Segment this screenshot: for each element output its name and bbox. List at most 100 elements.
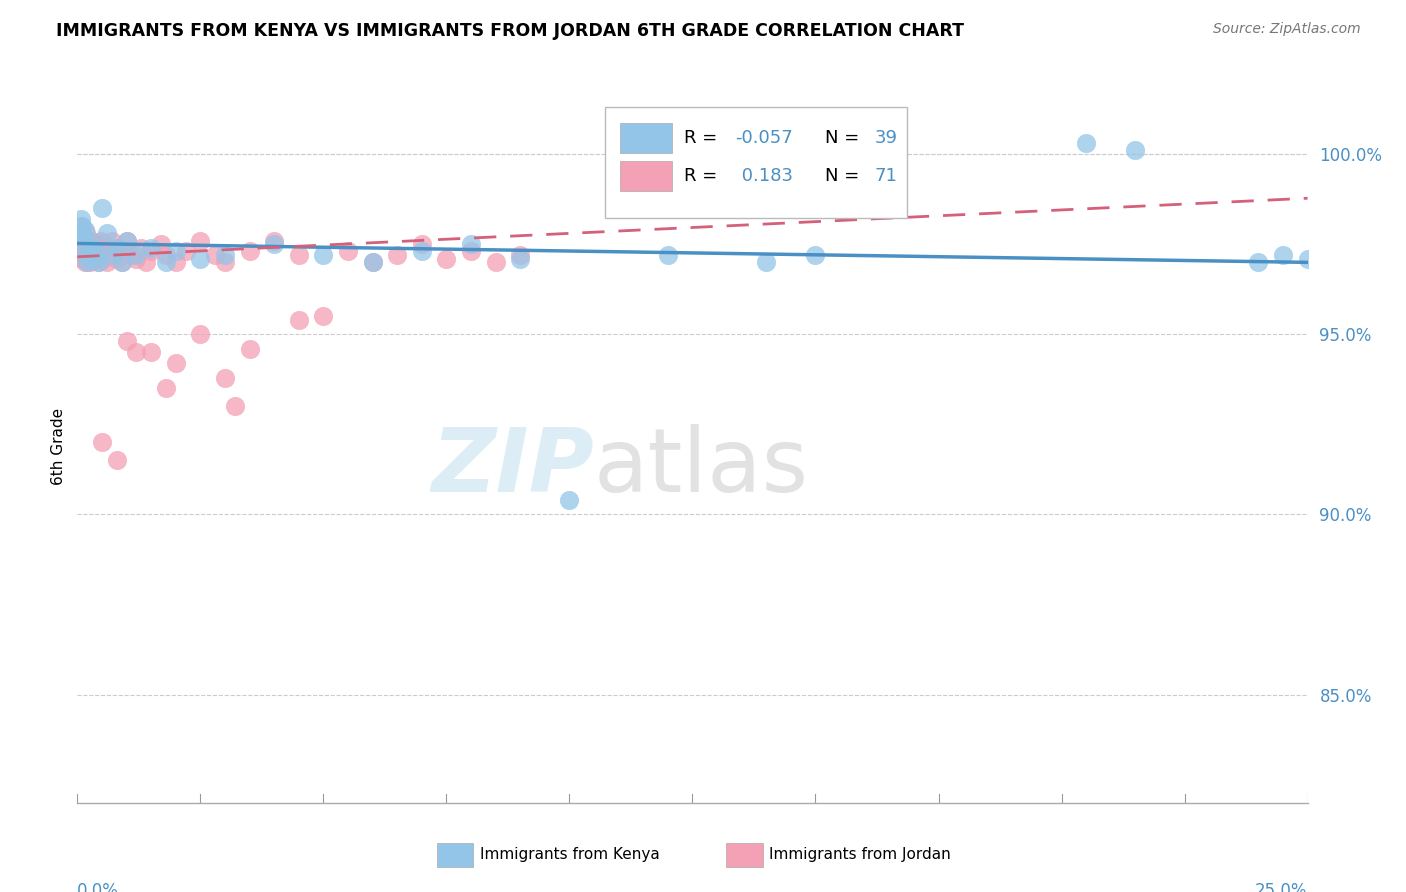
Point	[91, 252, 114, 266]
Point	[115, 234, 138, 248]
Y-axis label: 6th Grade: 6th Grade	[51, 408, 66, 484]
Point	[460, 237, 482, 252]
Point	[509, 248, 531, 262]
Point	[411, 244, 433, 259]
Point	[105, 252, 128, 266]
Text: IMMIGRANTS FROM KENYA VS IMMIGRANTS FROM JORDAN 6TH GRADE CORRELATION CHART: IMMIGRANTS FROM KENYA VS IMMIGRANTS FROM…	[56, 22, 965, 40]
Point	[103, 248, 125, 262]
Point	[72, 252, 94, 266]
Point	[214, 370, 236, 384]
Point	[385, 248, 409, 262]
Point	[657, 248, 679, 262]
Point	[73, 255, 96, 269]
Point	[288, 248, 311, 262]
Point	[79, 255, 101, 269]
Point	[79, 234, 101, 248]
Point	[79, 241, 101, 255]
Point	[87, 255, 110, 269]
Point	[115, 234, 138, 248]
Point	[125, 345, 148, 359]
Text: N =: N =	[825, 168, 859, 186]
Point	[509, 252, 531, 266]
FancyBboxPatch shape	[620, 161, 672, 191]
Point	[70, 234, 93, 248]
Point	[155, 248, 177, 262]
FancyBboxPatch shape	[725, 843, 762, 867]
Point	[111, 255, 132, 269]
Point	[93, 237, 115, 252]
Point	[67, 237, 90, 252]
Point	[141, 241, 163, 255]
Point	[77, 248, 100, 262]
Point	[224, 400, 246, 414]
Point	[96, 255, 118, 269]
Point	[188, 252, 212, 266]
FancyBboxPatch shape	[620, 123, 672, 153]
Point	[188, 234, 212, 248]
Point	[90, 201, 114, 215]
FancyBboxPatch shape	[437, 843, 474, 867]
Point	[129, 241, 153, 255]
Point	[312, 248, 335, 262]
Point	[90, 234, 112, 248]
Point	[105, 241, 128, 255]
Point	[1125, 144, 1147, 158]
Point	[125, 252, 148, 266]
Point	[174, 244, 197, 259]
Text: 39: 39	[875, 129, 897, 147]
Point	[1272, 248, 1295, 262]
Point	[76, 255, 98, 269]
Point	[165, 356, 187, 370]
Point	[82, 234, 104, 248]
Point	[84, 237, 107, 252]
Point	[150, 237, 173, 252]
Text: N =: N =	[825, 129, 859, 147]
Point	[90, 435, 114, 450]
Point	[558, 493, 581, 508]
Point	[436, 252, 458, 266]
Point	[82, 241, 104, 255]
Point	[155, 255, 177, 269]
Text: 71: 71	[875, 168, 897, 186]
Point	[804, 248, 827, 262]
Point	[141, 244, 163, 259]
Point	[69, 227, 91, 241]
Point	[73, 241, 96, 255]
Point	[755, 255, 778, 269]
Point	[89, 255, 111, 269]
Text: Immigrants from Kenya: Immigrants from Kenya	[479, 847, 659, 862]
Point	[72, 237, 94, 252]
Point	[90, 244, 114, 259]
Point	[125, 248, 148, 262]
Point	[69, 227, 91, 241]
Point	[141, 345, 163, 359]
Point	[263, 234, 285, 248]
Point	[86, 244, 108, 259]
Text: ZIP: ZIP	[432, 424, 595, 511]
Point	[75, 248, 97, 262]
Point	[214, 248, 236, 262]
Point	[98, 244, 121, 259]
Text: Source: ZipAtlas.com: Source: ZipAtlas.com	[1213, 22, 1361, 37]
Point	[101, 248, 124, 262]
Point	[69, 219, 91, 234]
Point	[1296, 252, 1319, 266]
Point	[312, 310, 335, 324]
Text: 25.0%: 25.0%	[1256, 882, 1308, 892]
Point	[337, 244, 360, 259]
Point	[86, 248, 108, 262]
Text: Immigrants from Jordan: Immigrants from Jordan	[769, 847, 950, 862]
Point	[361, 255, 384, 269]
Point	[112, 244, 135, 259]
Point	[204, 248, 226, 262]
Point	[155, 381, 177, 395]
Point	[75, 227, 97, 241]
Point	[70, 211, 93, 226]
Point	[239, 342, 262, 356]
Point	[1247, 255, 1270, 269]
Text: atlas: atlas	[595, 424, 810, 511]
Text: 0.183: 0.183	[735, 168, 793, 186]
Point	[96, 227, 118, 241]
Point	[70, 219, 93, 234]
Text: R =: R =	[683, 168, 717, 186]
